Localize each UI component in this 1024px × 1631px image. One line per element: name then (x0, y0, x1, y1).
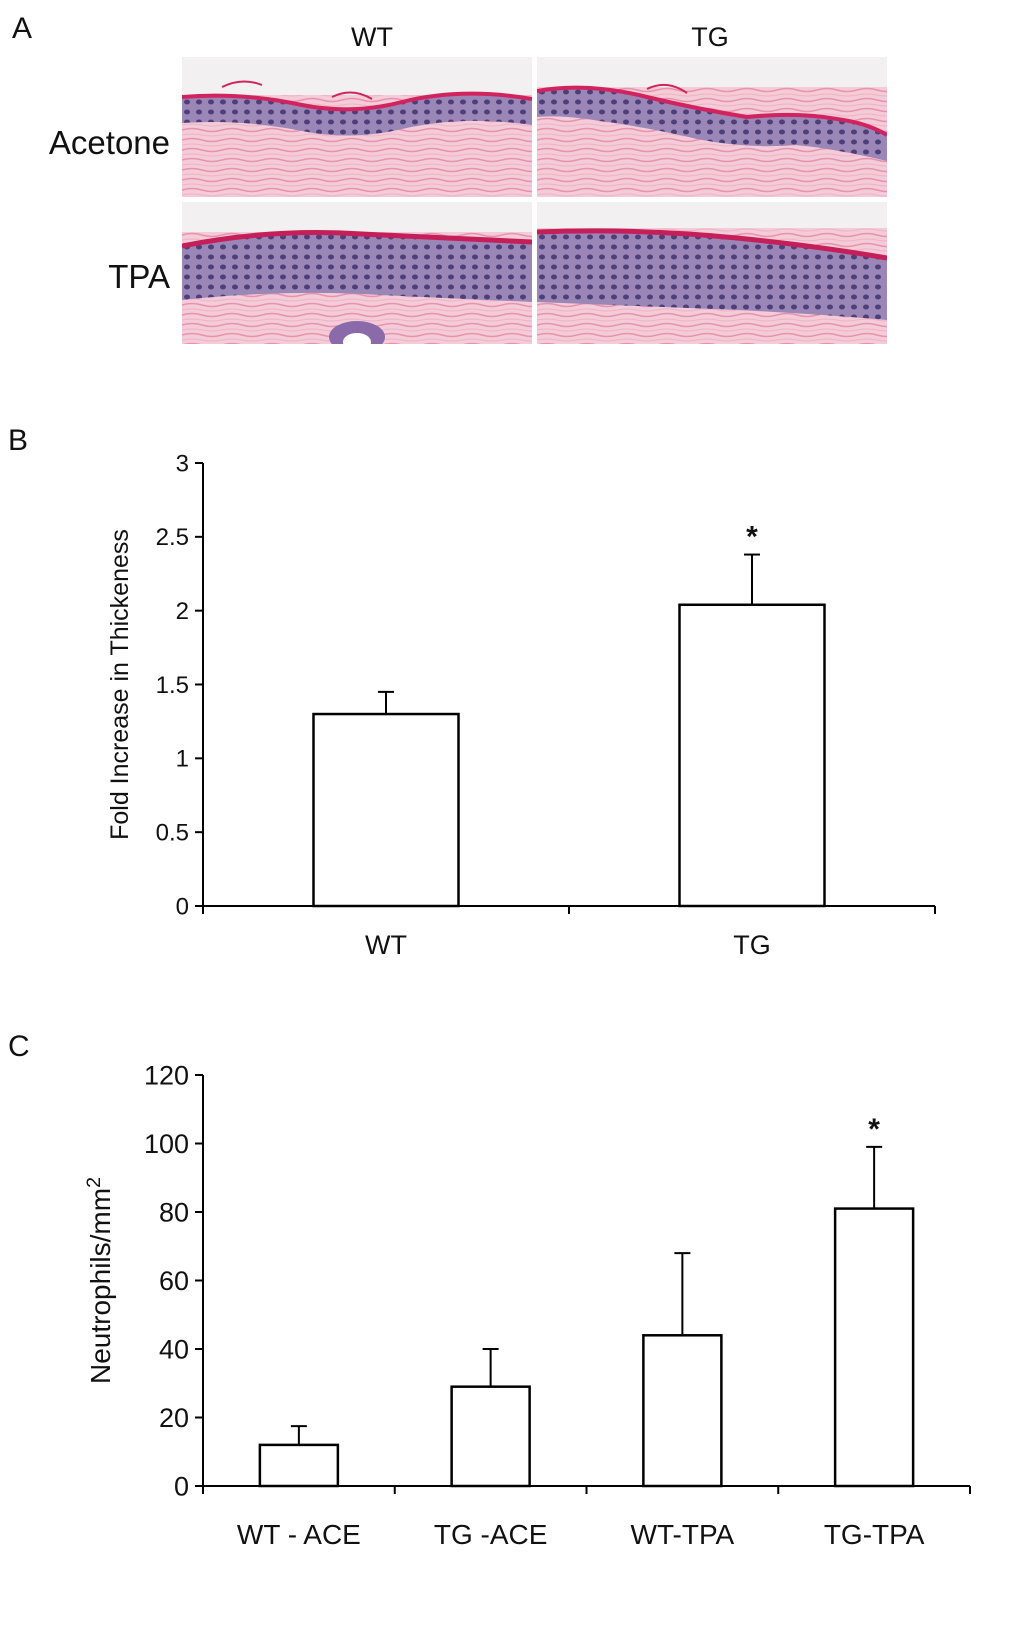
micrograph-tg-tpa (537, 202, 887, 344)
y-tick-label: 2 (176, 598, 189, 625)
y-tick-label: 0 (176, 893, 189, 920)
row-label-acetone: Acetone (48, 124, 170, 161)
x-category-label: WT - ACE (237, 1519, 361, 1550)
x-category-label: TG-TPA (824, 1519, 925, 1550)
row-label-tpa: TPA (108, 258, 170, 295)
micrograph-tg-acetone (537, 57, 887, 197)
y-axis-label: Fold Increase in Thickeness (106, 529, 134, 840)
bar-wt-ace (258, 1443, 340, 1488)
y-tick-label: 40 (159, 1334, 189, 1364)
micrograph-wt-tpa (182, 202, 532, 344)
y-axis-label-text: Fold Increase in Thickeness (106, 529, 134, 840)
bar-tg-tpa (833, 1207, 915, 1488)
y-tick-label: 0 (174, 1471, 189, 1501)
x-category-label: WT (365, 930, 407, 960)
bar-wt (312, 712, 460, 908)
y-tick-label: 60 (159, 1266, 189, 1296)
x-category-label: TG (733, 930, 771, 960)
micrograph-wt-acetone (182, 57, 532, 197)
y-axis-label-text: Neutrophils/mm (85, 1188, 116, 1384)
bar-tg (678, 603, 826, 908)
y-axis-label: Neutrophils/mm2 (83, 1177, 116, 1384)
column-label-tg: TG (691, 22, 729, 52)
y-tick-label: 20 (159, 1403, 189, 1433)
y-tick-label: 80 (159, 1197, 189, 1227)
y-tick-label: 1 (176, 746, 189, 773)
bar-tg-ace (450, 1385, 531, 1488)
y-axis-label-superscript: 2 (83, 1177, 105, 1188)
y-tick-label: 1.5 (156, 672, 189, 699)
x-category-label: WT-TPA (631, 1519, 735, 1550)
panel-c-letter: C (8, 1030, 30, 1063)
y-tick-label: 3 (176, 450, 189, 477)
chart-c: 0 20 40 60 80 100 120 WT - ACE TG -ACE WT-TPA * TG-… (83, 1060, 971, 1550)
panel-b-letter: B (8, 424, 29, 457)
chart-b: 0 0.5 1 1.5 2 2.5 3 WT * TG Fold Increase in Thick… (106, 450, 936, 960)
significance-marker: * (868, 1113, 880, 1146)
significance-marker: * (746, 521, 758, 554)
y-tick-label: 2.5 (156, 524, 189, 551)
bar-wt-tpa (642, 1334, 723, 1488)
panel-a-letter: A (12, 12, 33, 45)
column-label-wt: WT (351, 22, 393, 52)
y-tick-label: 0.5 (156, 820, 189, 847)
y-tick-label: 120 (144, 1060, 189, 1090)
x-category-label: TG -ACE (434, 1519, 548, 1550)
y-tick-label: 100 (144, 1129, 189, 1159)
